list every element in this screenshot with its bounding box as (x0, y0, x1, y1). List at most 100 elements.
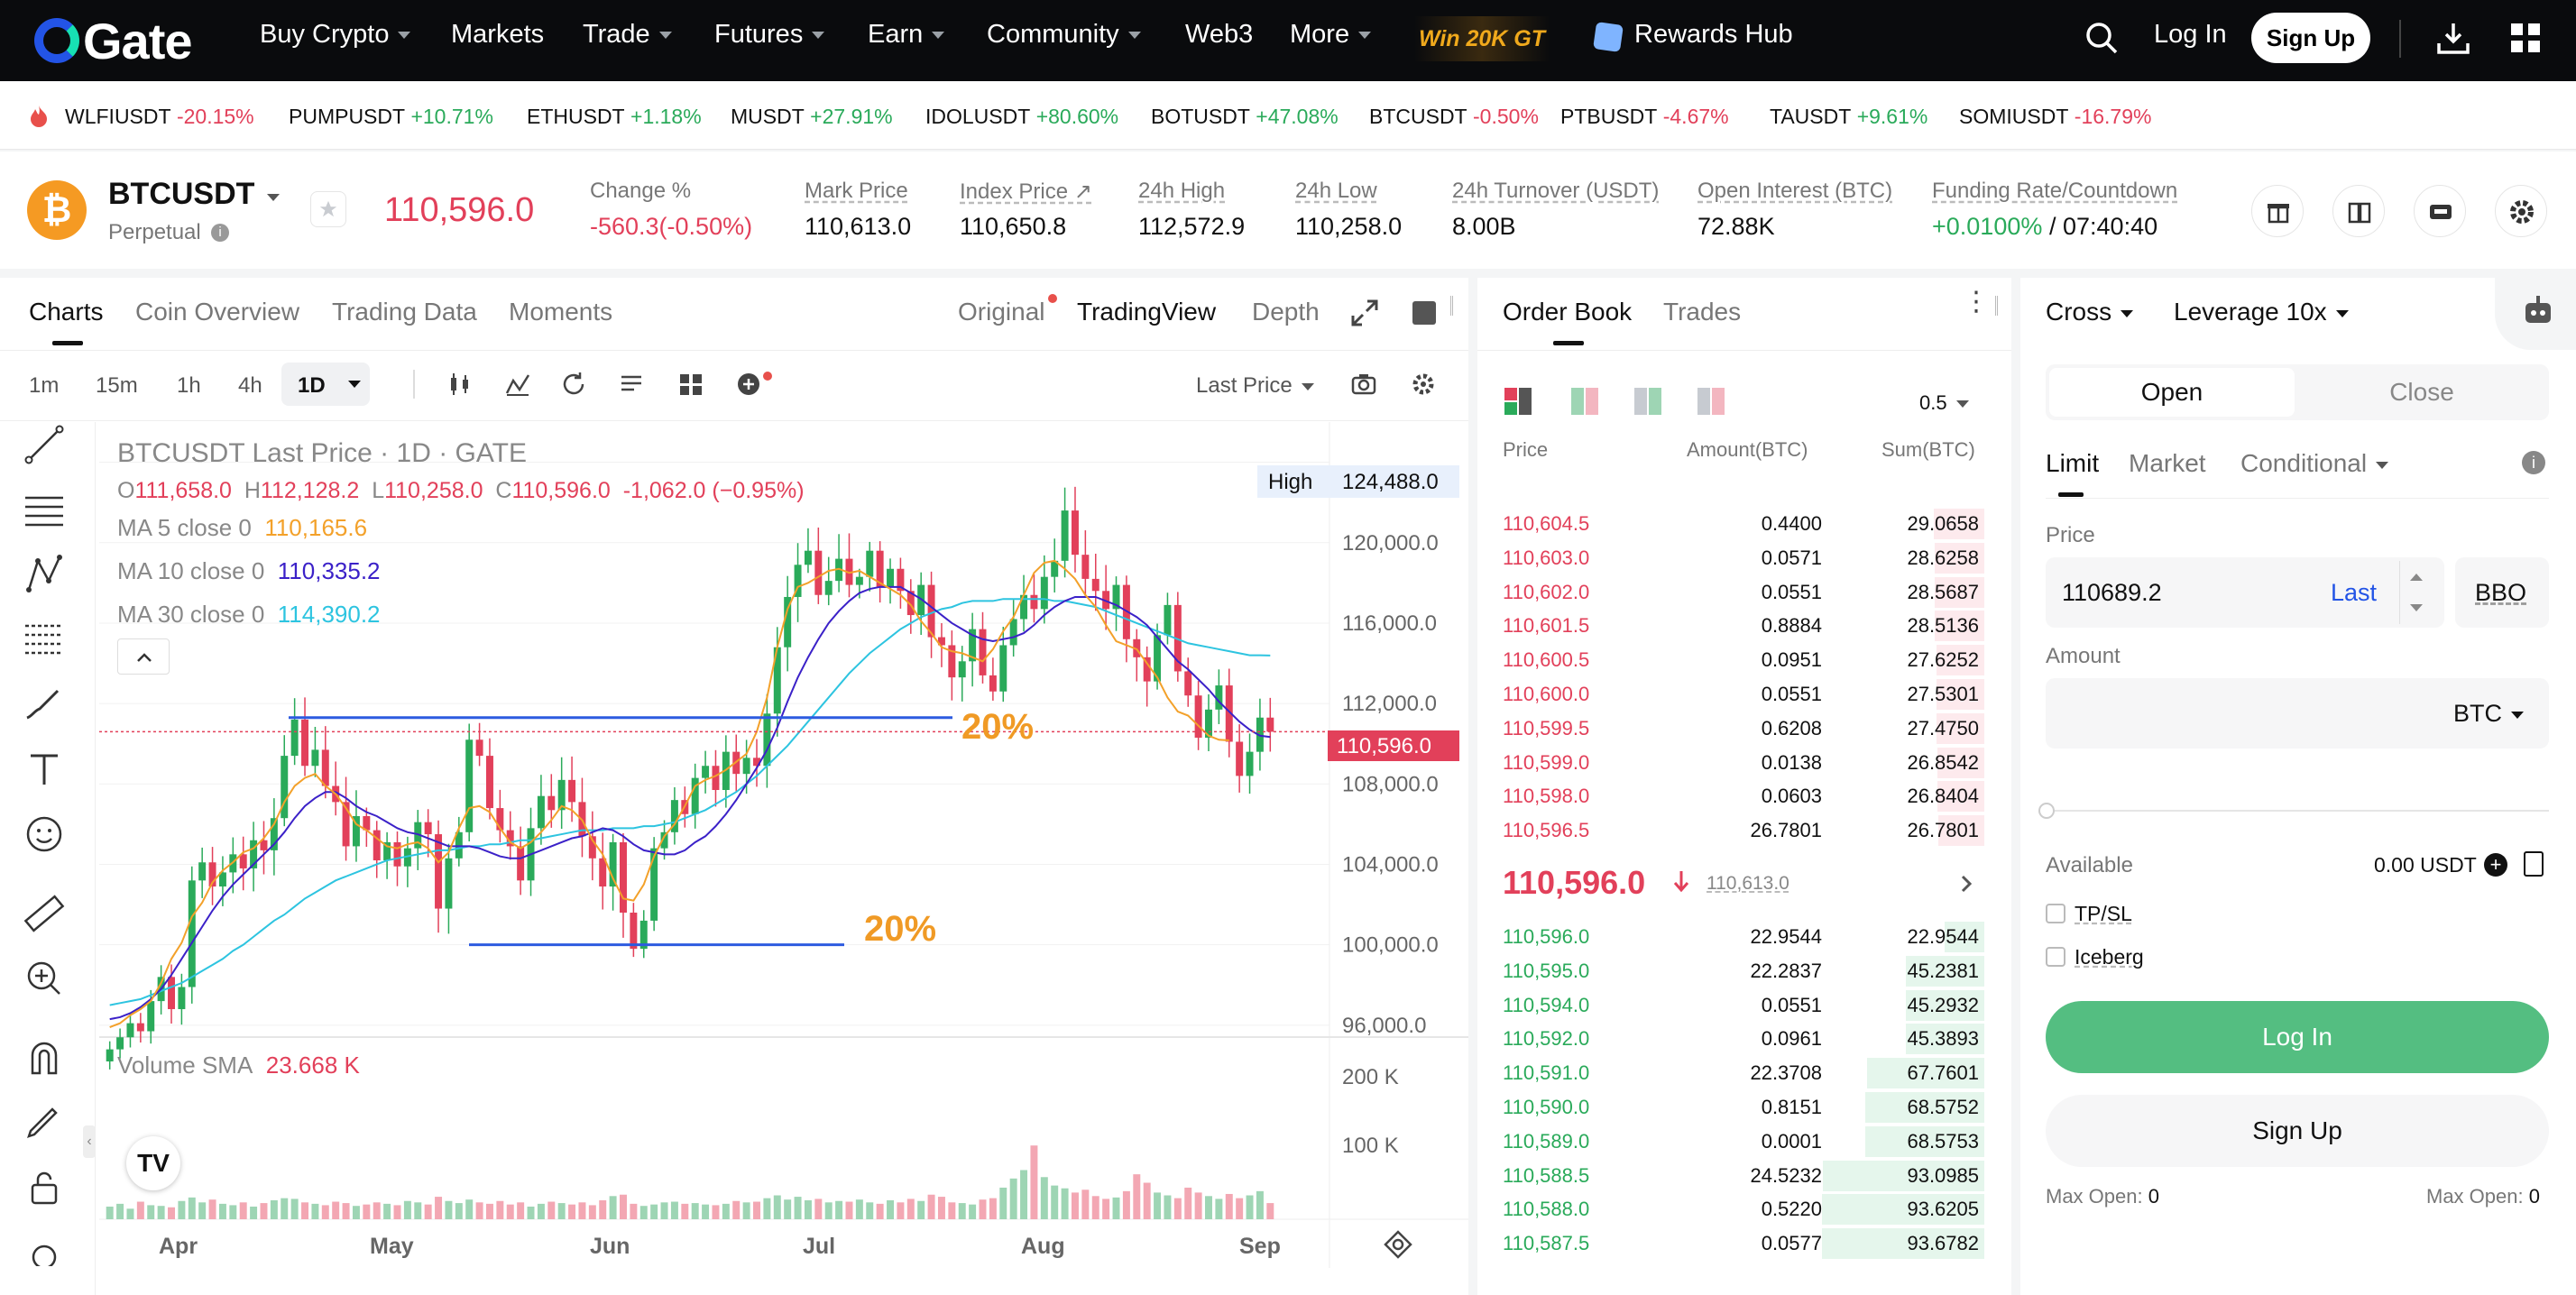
amount-input[interactable]: BTC (2046, 678, 2549, 749)
orderbook-row[interactable]: 110,599.5 0.6208 27.4750 (1497, 712, 1984, 744)
favorite-star-icon[interactable] (310, 191, 346, 227)
orderbook-row[interactable]: 110,595.0 22.2837 45.2381 (1497, 954, 1984, 987)
ruler-icon[interactable] (22, 891, 67, 936)
collapse-toolbar-icon[interactable]: ‹ (83, 1125, 96, 1158)
view-tradingview[interactable]: TradingView (1077, 298, 1217, 326)
tab-trades[interactable]: Trades (1663, 298, 1742, 326)
tradingview-logo-icon[interactable]: TV (126, 1136, 180, 1190)
timeframe-1d-selected[interactable]: 1D (281, 363, 370, 406)
horizontal-lines-icon[interactable] (22, 487, 67, 532)
symbol-dropdown-icon[interactable] (267, 189, 280, 206)
view-original[interactable]: Original (958, 298, 1045, 326)
increment-icon[interactable] (2410, 574, 2423, 581)
magnet-icon[interactable] (22, 1035, 67, 1080)
order-type-market[interactable]: Market (2129, 449, 2206, 477)
guide-book-icon[interactable] (2332, 185, 2385, 237)
orderbook-row[interactable]: 110,596.5 26.7801 26.7801 (1497, 813, 1984, 847)
timeframe-1h[interactable]: 1h (177, 373, 201, 398)
more-options-icon[interactable]: ⋮ (1963, 287, 1990, 317)
stat-label[interactable]: 24h High (1138, 179, 1226, 203)
price-source-select[interactable]: Last Price (1196, 373, 1314, 399)
nav-trade[interactable]: Trade (583, 20, 672, 50)
nav-markets[interactable]: Markets (451, 20, 545, 49)
text-icon[interactable] (22, 747, 67, 792)
timeframe-4h[interactable]: 4h (238, 373, 262, 398)
orderbook-row[interactable]: 110,589.0 0.0001 68.5753 (1497, 1125, 1984, 1157)
mark-price[interactable]: 110,613.0 (1707, 873, 1789, 894)
price-input[interactable]: 110689.2 Last (2046, 557, 2444, 628)
panel-resize-handle[interactable] (1450, 296, 1463, 316)
orderbook-row[interactable]: 110,588.5 24.5232 93.0985 (1497, 1159, 1984, 1191)
price-input-value[interactable]: 110689.2 (2062, 579, 2162, 606)
funding-rate-label[interactable]: Funding Rate/Countdown (1932, 179, 2178, 203)
add-funds-icon[interactable]: + (2484, 853, 2507, 877)
orderbook-row[interactable]: 110,592.0 0.0961 45.3893 (1497, 1022, 1984, 1055)
tab-charts[interactable]: Charts (29, 298, 104, 326)
lock-icon[interactable] (22, 1165, 67, 1210)
signup-button-trade[interactable]: Sign Up (2046, 1095, 2549, 1167)
nav-earn[interactable]: Earn (868, 20, 945, 50)
coupon-icon[interactable] (2414, 185, 2466, 237)
download-icon[interactable] (2435, 20, 2471, 56)
open-tab[interactable]: Open (2049, 368, 2295, 417)
iceberg-checkbox[interactable] (2046, 947, 2065, 967)
nav-community[interactable]: Community (987, 20, 1141, 50)
close-tab[interactable]: Close (2389, 378, 2454, 406)
bbo-button[interactable]: BBO (2455, 557, 2549, 628)
orderbook-row[interactable]: 110,594.0 0.0551 45.2932 (1497, 988, 1984, 1021)
symbol-name[interactable]: BTCUSDT (108, 177, 255, 211)
stat-label[interactable]: 24h Low (1295, 179, 1377, 203)
ticker-item[interactable]: PTBUSDT -4.67% (1560, 105, 1729, 128)
tab-trading-data[interactable]: Trading Data (332, 298, 477, 326)
orderbook-row[interactable]: 110,591.0 22.3708 67.7601 (1497, 1056, 1984, 1089)
orderbook-row[interactable]: 110,590.0 0.8151 68.5752 (1497, 1090, 1984, 1123)
view-asks-only-icon[interactable] (1697, 388, 1726, 417)
login-link[interactable]: Log In (2154, 20, 2227, 49)
info-icon[interactable]: i (2522, 451, 2545, 474)
ticker-item[interactable]: MUSDT +27.91% (731, 105, 893, 128)
ticker-item[interactable]: BTCUSDT -0.50% (1369, 105, 1539, 128)
order-type-conditional[interactable]: Conditional (2240, 449, 2389, 478)
price-chart[interactable]: 120,000.0 116,000.0 112,000.0 108,000.0 104,… (99, 422, 1468, 1268)
tab-coin-overview[interactable]: Coin Overview (135, 298, 300, 326)
view-depth[interactable]: Depth (1252, 298, 1320, 326)
layout-grid-icon[interactable] (676, 370, 705, 399)
search-icon[interactable] (2084, 20, 2120, 56)
annotation-bottom[interactable]: 20% (864, 909, 937, 949)
add-icon[interactable] (734, 370, 763, 399)
decrement-icon[interactable] (2410, 604, 2423, 611)
gift-icon[interactable] (2251, 185, 2304, 237)
orderbook-row[interactable]: 110,599.0 0.0138 26.8542 (1497, 746, 1984, 778)
panel-resize-handle[interactable] (1995, 296, 2008, 316)
drawing-mode-icon[interactable] (22, 1100, 67, 1145)
visibility-icon[interactable] (22, 1230, 67, 1266)
orderbook-row[interactable]: 110,601.5 0.8884 28.5136 (1497, 609, 1984, 642)
amount-unit-select[interactable]: BTC (2453, 700, 2524, 728)
pattern-icon[interactable] (22, 552, 67, 597)
tab-order-book[interactable]: Order Book (1503, 298, 1633, 326)
info-icon[interactable]: i (211, 224, 229, 242)
orderbook-row[interactable]: 110,600.0 0.0551 27.5301 (1497, 677, 1984, 710)
nav-web3[interactable]: Web3 (1185, 20, 1254, 49)
tpsl-checkbox[interactable] (2046, 904, 2065, 923)
chart-goto-icon[interactable] (1380, 1228, 1416, 1261)
orderbook-row[interactable]: 110,602.0 0.0551 28.5687 (1497, 575, 1984, 608)
emoji-icon[interactable] (22, 812, 67, 857)
candles-icon[interactable] (446, 370, 474, 399)
fullscreen-icon[interactable] (1412, 301, 1436, 325)
ticker-item[interactable]: SOMIUSDT -16.79% (1959, 105, 2152, 128)
fib-retracement-icon[interactable] (22, 617, 67, 662)
bot-tab[interactable] (2495, 278, 2576, 350)
gate-logo[interactable]: Gate (34, 13, 192, 69)
orderbook-row[interactable]: 110,604.5 0.4400 29.0658 (1497, 507, 1984, 539)
apps-grid-icon[interactable] (2507, 20, 2544, 56)
indicators-icon[interactable] (503, 370, 532, 399)
stat-label[interactable]: Mark Price (805, 179, 908, 203)
collapse-legend-button[interactable] (117, 638, 170, 675)
leverage-select[interactable]: Leverage 10x (2174, 298, 2349, 326)
settings-gear-icon[interactable] (2495, 185, 2547, 237)
templates-icon[interactable] (617, 370, 646, 399)
amount-slider[interactable] (2038, 803, 2549, 819)
zoom-in-icon[interactable] (22, 956, 67, 1001)
expand-icon[interactable] (1349, 298, 1380, 328)
